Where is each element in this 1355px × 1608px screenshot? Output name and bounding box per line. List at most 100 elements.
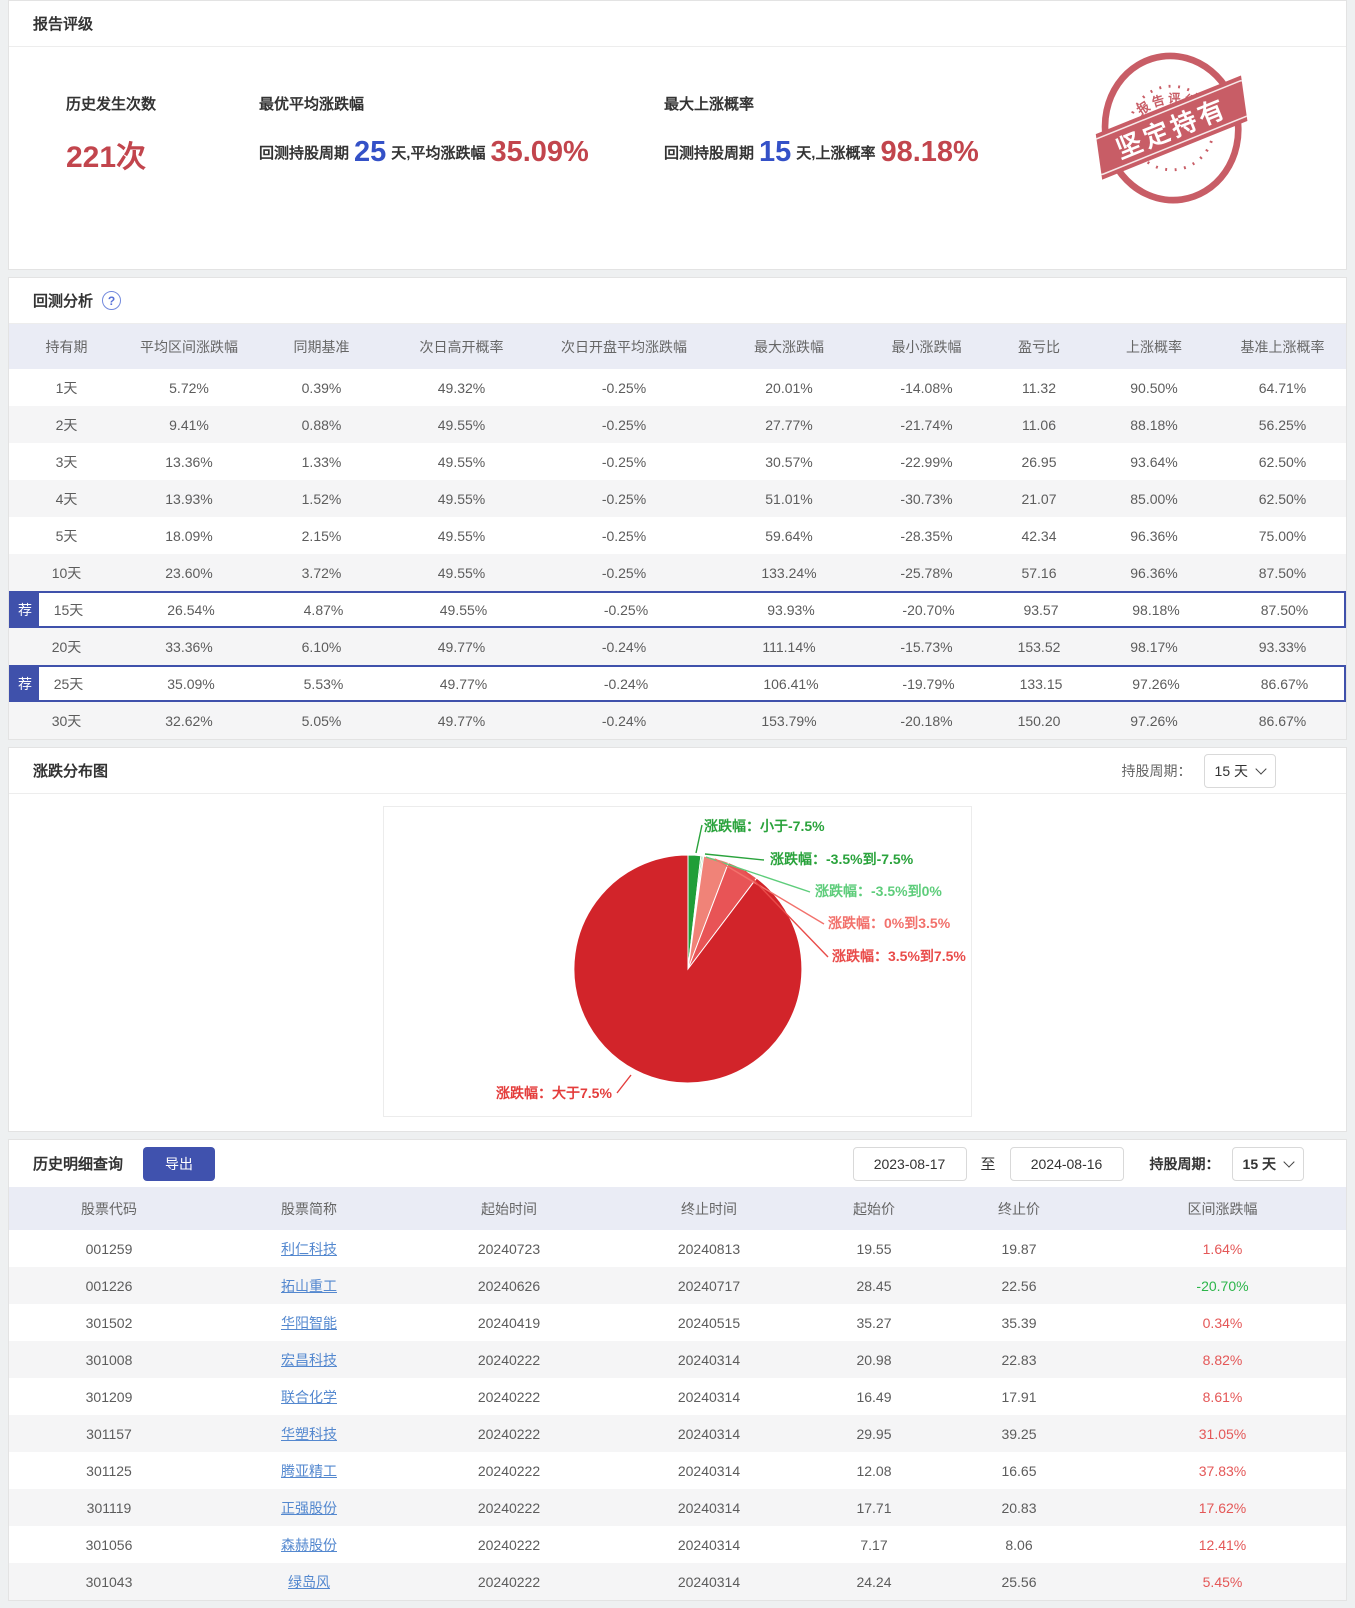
- backtest-cell: 33.36%: [165, 638, 213, 655]
- help-icon[interactable]: ?: [102, 291, 122, 310]
- history-cell: 20240222: [477, 1499, 541, 1516]
- date-to-input[interactable]: 2024-08-16: [1009, 1146, 1124, 1181]
- stock-name-link[interactable]: 华塑科技: [281, 1425, 337, 1442]
- history-cell: 301157: [86, 1425, 132, 1442]
- stat-best-avg-change-line: 回测持股周期 25 天,平均涨跌幅 35.09%: [259, 138, 664, 167]
- backtest-title: 回测分析: [33, 293, 94, 310]
- history-cell: 20240222: [477, 1425, 541, 1442]
- history-cell: 20240314: [677, 1425, 741, 1442]
- history-cell: 001259: [85, 1240, 133, 1257]
- history-cell: 20240314: [677, 1351, 741, 1368]
- backtest-row: 4天 13.93% 1.52% 49.55% -0.25% 51.01% -30.73% 21…: [9, 480, 1346, 517]
- backtest-cell: 3天: [55, 453, 78, 470]
- backtest-cell: 10天: [51, 564, 82, 581]
- backtest-cell: 86.67%: [1260, 675, 1309, 692]
- history-cell: 20240222: [477, 1462, 541, 1479]
- pie-callout-line: [705, 856, 811, 893]
- backtest-cell: -0.25%: [601, 379, 647, 396]
- backtest-cell: 111.14%: [762, 638, 816, 655]
- backtest-cell: 49.55%: [439, 601, 488, 618]
- stat-mid: 天,平均涨跌幅: [391, 145, 486, 162]
- backtest-cell: -0.25%: [601, 564, 647, 581]
- stat-max-up-prob: 最大上涨概率 回测持股周期 15 天,上涨概率 98.18%: [664, 93, 984, 269]
- history-header-row: 股票代码 股票简称 起始时间 终止时间 起始价 终止价 区间涨跌幅: [9, 1187, 1346, 1230]
- backtest-cell: 25天: [53, 675, 84, 692]
- backtest-cell: 96.36%: [1130, 527, 1178, 544]
- history-row: 301008 宏昌科技 20240222 20240314 20.98 22.83 8.82…: [9, 1341, 1346, 1378]
- period-select[interactable]: 15 天: [1203, 753, 1276, 788]
- backtest-cell: 21.07: [1021, 490, 1057, 507]
- backtest-cell: 13.93%: [165, 490, 213, 507]
- history-card: 历史明细查询 导出 2023-08-17 至 2024-08-16 持股周期： …: [8, 1139, 1347, 1601]
- backtest-table-body: 1天 5.72% 0.39% 49.32% -0.25% 20.01% -14.08% 11.…: [9, 369, 1346, 739]
- stat-days-value: 25: [354, 136, 387, 168]
- backtest-cell: 88.18%: [1130, 416, 1178, 433]
- report-rating-title: 报告评级: [33, 16, 94, 33]
- distribution-header: 涨跌分布图 持股周期： 15 天: [9, 748, 1346, 794]
- history-col-header: 股票简称: [281, 1200, 337, 1217]
- stock-name-link[interactable]: 联合化学: [281, 1388, 337, 1405]
- date-from-input[interactable]: 2023-08-17: [852, 1146, 967, 1181]
- stock-name-link[interactable]: 森赫股份: [281, 1536, 337, 1553]
- recommend-badge: 荐: [11, 593, 39, 626]
- export-button[interactable]: 导出: [143, 1146, 216, 1181]
- backtest-col-header: 同期基准: [293, 338, 350, 355]
- distribution-pie-svg: 涨跌幅：小于-7.5% 涨跌幅：-3.5%到-7.5% 涨跌幅：-3.5%到0% 涨跌…: [496, 818, 966, 1101]
- backtest-cell: 26.95: [1021, 453, 1057, 470]
- backtest-cell: -15.73%: [900, 638, 953, 655]
- stock-name-link[interactable]: 宏昌科技: [281, 1351, 337, 1368]
- backtest-cell: 49.55%: [437, 527, 486, 544]
- backtest-cell: 90.50%: [1130, 379, 1178, 396]
- recommend-badge: 荐: [11, 667, 39, 700]
- hold-stamp-svg: 报告评级 坚定持有: [1082, 52, 1261, 204]
- history-cell: 20240314: [677, 1536, 741, 1553]
- pie-label: 涨跌幅：-3.5%到-7.5%: [770, 851, 914, 867]
- history-cell: 7.17: [860, 1536, 888, 1553]
- backtest-card: 回测分析 ? 持有期 平均区间涨跌幅 同期基准 次日高开概率 次日开盘平均涨跌幅 最大涨跌…: [8, 277, 1347, 740]
- pie-callout-line: [714, 858, 825, 925]
- history-col-header: 股票代码: [81, 1200, 137, 1217]
- backtest-col-header: 平均区间涨跌幅: [140, 338, 238, 355]
- stock-name-link[interactable]: 绿岛风: [288, 1573, 330, 1590]
- backtest-col-header: 次日高开概率: [419, 338, 504, 355]
- stat-best-avg-change: 最优平均涨跌幅 回测持股周期 25 天,平均涨跌幅 35.09%: [259, 93, 664, 269]
- history-row: 301502 华阳智能 20240419 20240515 35.27 35.39 0.34…: [9, 1304, 1346, 1341]
- backtest-cell: -0.25%: [601, 527, 647, 544]
- backtest-cell: 30天: [51, 712, 82, 729]
- history-cell: 20.98: [856, 1351, 892, 1368]
- stock-name-link[interactable]: 利仁科技: [281, 1240, 337, 1257]
- history-cell: 20240222: [477, 1573, 541, 1590]
- stock-name-link[interactable]: 正强股份: [281, 1499, 337, 1516]
- change-value: 8.61%: [1202, 1388, 1243, 1405]
- backtest-cell: 87.50%: [1258, 564, 1307, 581]
- backtest-cell: -14.08%: [900, 379, 953, 396]
- backtest-cell: -0.24%: [601, 638, 647, 655]
- pie-callout-line: [704, 853, 765, 861]
- backtest-row: 2天 9.41% 0.88% 49.55% -0.25% 27.77% -21.74% 11.…: [9, 406, 1346, 443]
- backtest-cell: 1.33%: [301, 453, 342, 470]
- stat-occurrences-value: 221次: [66, 141, 147, 174]
- change-value: 1.64%: [1202, 1240, 1243, 1257]
- stat-mid: 天,上涨概率: [796, 145, 876, 162]
- backtest-cell: 23.60%: [165, 564, 213, 581]
- distribution-controls: 持股周期： 15 天: [1122, 753, 1276, 788]
- backtest-cell: 93.33%: [1258, 638, 1307, 655]
- history-cell: 20240314: [677, 1462, 741, 1479]
- history-table-body: 001259 利仁科技 20240723 20240813 19.55 19.87 1.64…: [9, 1230, 1346, 1600]
- backtest-cell: 0.39%: [301, 379, 342, 396]
- history-period-select[interactable]: 15 天: [1231, 1146, 1304, 1181]
- pie-label: 涨跌幅：小于-7.5%: [704, 818, 825, 834]
- stock-name-link[interactable]: 腾亚精工: [281, 1462, 337, 1479]
- stock-name-link[interactable]: 华阳智能: [281, 1314, 337, 1331]
- backtest-col-header: 上涨概率: [1126, 338, 1182, 355]
- report-rating-header: 报告评级: [9, 1, 1346, 47]
- history-cell: 19.55: [856, 1240, 892, 1257]
- backtest-cell: 49.55%: [437, 564, 486, 581]
- backtest-cell: 26.54%: [167, 601, 215, 618]
- pie-label: 涨跌幅：大于7.5%: [496, 1085, 612, 1101]
- history-col-header: 起始时间: [481, 1200, 537, 1217]
- history-cell: 20240222: [477, 1536, 541, 1553]
- history-cell: 20240626: [477, 1277, 541, 1294]
- stock-name-link[interactable]: 拓山重工: [281, 1277, 337, 1294]
- backtest-cell: 86.67%: [1258, 712, 1307, 729]
